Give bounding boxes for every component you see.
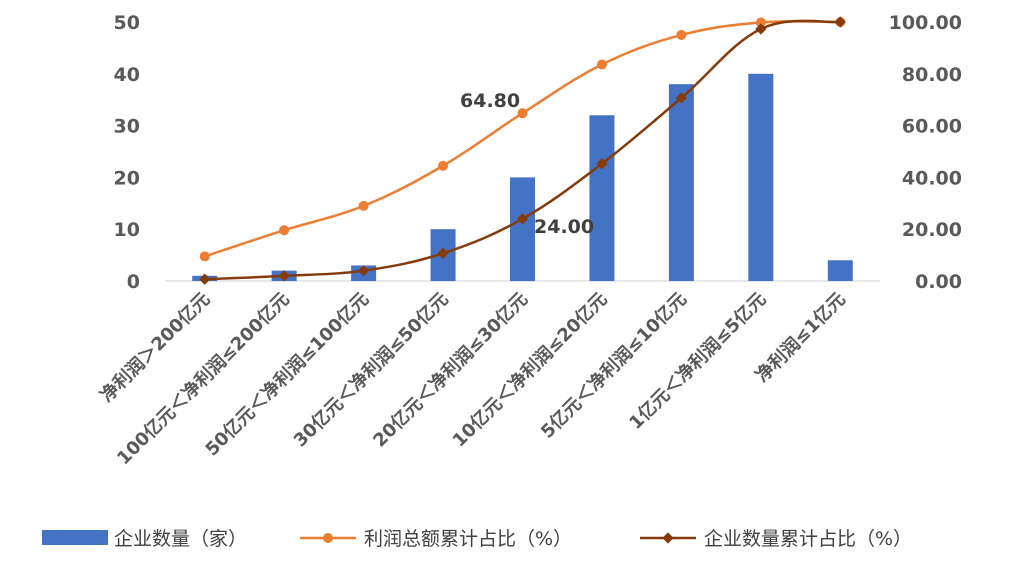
left-tick-label: 20 (114, 167, 140, 189)
count-share-point (834, 16, 846, 28)
annotation-count-share: 24.00 (534, 216, 594, 238)
bar (748, 73, 774, 281)
count-share-point (357, 264, 370, 277)
legend-item-profit-share: 利润总额累计占比（%） (300, 528, 572, 550)
count-share-point (516, 213, 529, 225)
count-share-point (278, 270, 290, 282)
legend-marker-circle (323, 533, 333, 543)
legend: 企业数量（家） 利润总额累计占比（%） 企业数量累计占比（%） (42, 528, 912, 550)
right-tick-label: 0.00 (915, 271, 962, 293)
line-series (199, 16, 846, 285)
count-share-point (199, 273, 211, 285)
profit-share-point (755, 17, 766, 28)
bar (589, 115, 615, 282)
category-label: 30亿元＜净利润≤50亿元 (289, 288, 452, 451)
left-tick-label: 50 (114, 12, 140, 34)
right-tick-label: 100.00 (889, 12, 962, 34)
count-share-point (596, 158, 608, 170)
profit-share-point (358, 200, 369, 211)
right-tick-label: 80.00 (902, 64, 962, 86)
left-tick-label: 0 (127, 271, 140, 293)
category-label: 100亿元＜净利润≤200亿元 (113, 288, 294, 469)
right-tick-label: 60.00 (902, 116, 962, 138)
profit-share-point (596, 59, 607, 70)
legend-label-count-share: 企业数量累计占比（%） (704, 528, 912, 550)
bar (827, 260, 853, 281)
profit-share-point (438, 160, 449, 171)
legend-swatch-bar (42, 530, 108, 545)
count-share-line (204, 19, 841, 281)
legend-label-profit-share: 利润总额累计占比（%） (364, 528, 572, 550)
category-labels: 净利润＞200亿元100亿元＜净利润≤200亿元50亿元＜净利润≤100亿元30… (96, 288, 850, 469)
left-tick-label: 30 (114, 116, 140, 138)
legend-label-company-count: 企业数量（家） (114, 528, 247, 550)
category-label: 20亿元＜净利润≤30亿元 (369, 288, 532, 451)
annotation-profit-share: 64.80 (460, 90, 520, 112)
category-label: 1亿元＜净利润≤5亿元 (625, 288, 771, 434)
profit-share-point (517, 108, 528, 119)
category-label: 10亿元＜净利润≤20亿元 (448, 288, 611, 451)
legend-item-count-share: 企业数量累计占比（%） (640, 528, 912, 550)
right-tick-label: 20.00 (902, 219, 962, 241)
count-share-point (437, 247, 449, 259)
bar (510, 177, 535, 281)
right-tick-label: 40.00 (902, 167, 962, 189)
profit-share-point (199, 251, 210, 262)
category-label: 5亿元＜净利润≤10亿元 (536, 288, 691, 443)
bar-series (192, 73, 853, 282)
legend-marker-diamond (662, 532, 674, 544)
category-label: 50亿元＜净利润≤100亿元 (201, 288, 373, 460)
legend-item-company-count: 企业数量（家） (42, 528, 247, 550)
profit-share-point (676, 29, 687, 40)
left-tick-label: 10 (114, 219, 140, 241)
left-axis-ticks: 0 10 20 30 40 50 (114, 12, 140, 293)
profit-share-point (279, 225, 290, 236)
left-tick-label: 40 (114, 64, 140, 86)
bar (668, 84, 694, 281)
right-axis-ticks: 0.00 20.00 40.00 60.00 80.00 100.00 (889, 12, 962, 293)
